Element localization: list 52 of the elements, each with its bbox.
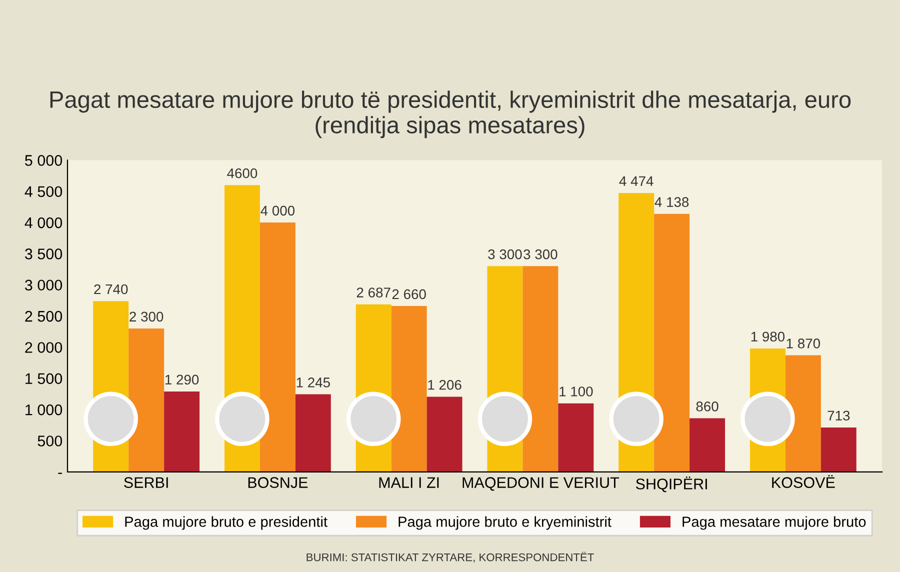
y-tick-label: 1 500 (26, 373, 62, 384)
data-label: 4 000 (260, 206, 295, 216)
y-tick-label: 4 000 (24, 217, 62, 228)
x-tick-label: SERBI (124, 477, 168, 488)
bar (295, 394, 331, 472)
bar (522, 266, 558, 472)
y-tick-label: 4 500 (24, 186, 62, 198)
data-label: 4600 (227, 168, 258, 178)
text: BURIMI: STATISTIKAT ZYRTARE, KORRESPONDENTËT (306, 552, 594, 563)
data-label: 1 870 (786, 338, 820, 348)
bar (654, 214, 690, 472)
x-tick-label: KOSOVË (772, 475, 835, 488)
bar (820, 427, 856, 472)
data-label: 4 138 (654, 197, 689, 207)
x-tick-label: SHQIPËRI (636, 476, 707, 492)
y-tick-label: 500 (38, 436, 62, 446)
data-label: 1 980 (751, 332, 785, 342)
y-tick-label: 1 000 (26, 404, 62, 416)
data-label: 1 206 (428, 380, 462, 390)
y-tick-label: - (58, 472, 62, 474)
y-tick-label: 3 000 (24, 280, 62, 291)
data-label: 860 (696, 402, 718, 412)
data-label: 1 290 (165, 374, 199, 385)
legend-label: Paga mesatare mujore bruto (682, 516, 866, 530)
bar (426, 396, 462, 472)
bar (164, 391, 200, 472)
data-label: 2 660 (392, 289, 426, 300)
legend-label: Paga mujore bruto e presidentit (125, 516, 328, 530)
data-label: 3 300 (488, 249, 522, 260)
legend-label: Paga mujore bruto e kryeministrit (398, 516, 612, 530)
data-label: 2 300 (130, 312, 164, 322)
data-label: 2 687 (356, 288, 390, 298)
data-label: 1 100 (560, 386, 593, 396)
data-label: 4 474 (619, 176, 654, 186)
y-tick-label: 2 000 (25, 342, 62, 353)
bar (260, 222, 296, 472)
data-label: 713 (828, 410, 850, 421)
y-tick-label: 5 000 (25, 155, 62, 166)
y-tick-label: 3 500 (24, 248, 62, 260)
x-tick-label: BOSNJE (248, 477, 308, 488)
data-label: 2 740 (94, 284, 128, 294)
bar (558, 403, 594, 472)
bar (128, 328, 164, 472)
bar (690, 418, 726, 472)
chart-title: Pagat mesatare mujore bruto të presidentit, kryeministrit dhe mesatarja, euro (renditja sipas mesatares) (50, 90, 851, 138)
y-tick-label: 2 500 (25, 310, 62, 322)
x-tick-label: MAQEDONI E VERIUT (462, 477, 620, 491)
x-tick-label: MALI I ZI (379, 477, 439, 488)
bar (391, 306, 427, 472)
bar (785, 355, 821, 472)
data-label: 3 300 (524, 249, 558, 260)
data-label: 1 245 (296, 378, 330, 388)
